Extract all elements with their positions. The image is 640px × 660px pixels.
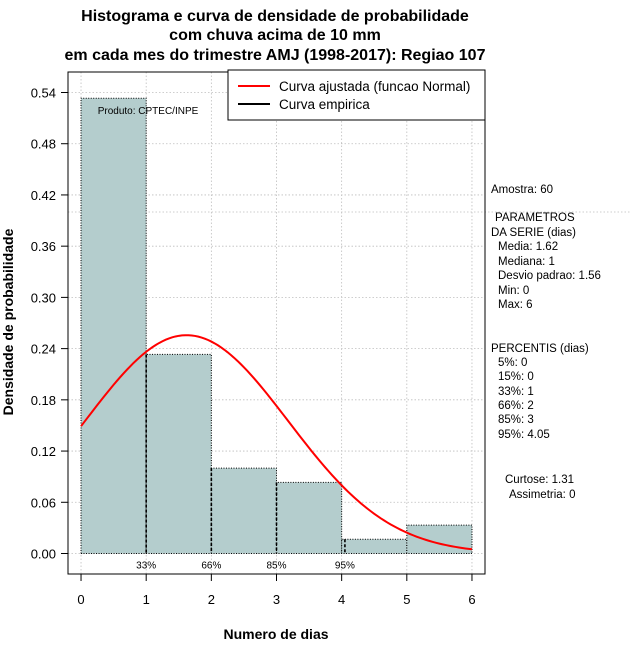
axes: 0 1 2 3 4 5 6 0.00 0.06 0.12 0.18 0.24 0.30 0.36 0.42 0… xyxy=(31,85,476,607)
histogram-bar-1 xyxy=(146,354,212,554)
param-min: Min: 0 xyxy=(498,285,529,297)
sample-size: Amostra: 60 xyxy=(491,184,553,196)
chart-title-line-2: com chuva acima de 10 mm xyxy=(169,27,381,44)
legend-label-empirical: Curva empirica xyxy=(279,97,370,112)
legend-box xyxy=(227,69,486,121)
legend: Curva ajustada (funcao Normal) Curva emp… xyxy=(227,69,486,121)
curtose: Curtose: 1.31 xyxy=(505,474,574,486)
percentile-label-1: 66% xyxy=(201,561,221,572)
x-tick-label-0: 0 xyxy=(77,592,84,607)
histogram-bar-4 xyxy=(341,539,407,554)
y-tick-label-5: 0.30 xyxy=(31,290,56,305)
statistics-panel: Amostra: 60 PARAMETROS DA SERIE (dias) M… xyxy=(491,184,601,501)
chart-title-line-3: em cada mes do trimestre AMJ (1998-2017)… xyxy=(65,47,486,64)
chart-title-line-1: Histograma e curva de densidade de proba… xyxy=(81,8,469,25)
x-tick-label-1: 1 xyxy=(143,592,150,607)
percentil-5: 5%: 0 xyxy=(498,357,527,369)
param-media: Media: 1.62 xyxy=(498,241,558,253)
y-tick-label-9: 0.54 xyxy=(31,85,56,100)
percentil-15: 15%: 0 xyxy=(498,371,534,383)
histogram-bar-outline-5 xyxy=(406,524,473,554)
y-tick-label-8: 0.48 xyxy=(31,137,56,152)
histogram-bar-2 xyxy=(211,468,277,554)
x-tick-label-4: 4 xyxy=(338,592,345,607)
y-tick-label-0: 0.00 xyxy=(31,547,56,562)
histogram-bar-0 xyxy=(81,98,147,554)
histogram-bar-outline-0 xyxy=(80,97,147,554)
y-axis-title: Densidade de probabilidade xyxy=(0,228,16,415)
x-tick-label-2: 2 xyxy=(208,592,215,607)
y-tick-label-1: 0.06 xyxy=(31,495,56,510)
params-title: PARAMETROS xyxy=(495,212,575,224)
x-tick-label-5: 5 xyxy=(403,592,410,607)
percentis-title: PERCENTIS (dias) xyxy=(491,343,589,355)
x-axis-title: Numero de dias xyxy=(223,626,328,642)
histogram-bar-3 xyxy=(276,482,342,554)
x-tick-label-3: 3 xyxy=(273,592,280,607)
percentil-85: 85%: 3 xyxy=(498,414,534,426)
param-desvio: Desvio padrao: 1.56 xyxy=(498,270,601,282)
y-tick-label-7: 0.42 xyxy=(31,188,56,203)
percentile-label-2: 85% xyxy=(266,561,286,572)
percentil-33: 33%: 1 xyxy=(498,386,534,398)
percentile-lines: 33% 66% 85% 95% xyxy=(136,354,355,572)
histogram-bar-5 xyxy=(406,525,472,554)
percentil-66: 66%: 2 xyxy=(498,400,534,412)
percentile-label-3: 95% xyxy=(335,561,355,572)
histogram-bars xyxy=(80,97,473,555)
normal-curve xyxy=(80,334,473,551)
percentile-label-0: 33% xyxy=(136,561,156,572)
param-mediana: Mediana: 1 xyxy=(498,256,555,268)
product-label: Produto: CPTEC/INPE xyxy=(98,106,199,117)
params-subtitle: DA SERIE (dias) xyxy=(491,227,576,239)
normal-curve-layer xyxy=(80,334,473,551)
y-tick-label-3: 0.18 xyxy=(31,393,56,408)
y-tick-label-6: 0.36 xyxy=(31,239,56,254)
assimetria: Assimetria: 0 xyxy=(509,489,575,501)
y-tick-label-2: 0.12 xyxy=(31,444,56,459)
y-tick-label-4: 0.24 xyxy=(31,342,56,357)
legend-label-normal: Curva ajustada (funcao Normal) xyxy=(279,79,470,94)
param-max: Max: 6 xyxy=(498,299,533,311)
x-tick-label-6: 6 xyxy=(468,592,475,607)
percentil-95: 95%: 4.05 xyxy=(498,429,550,441)
